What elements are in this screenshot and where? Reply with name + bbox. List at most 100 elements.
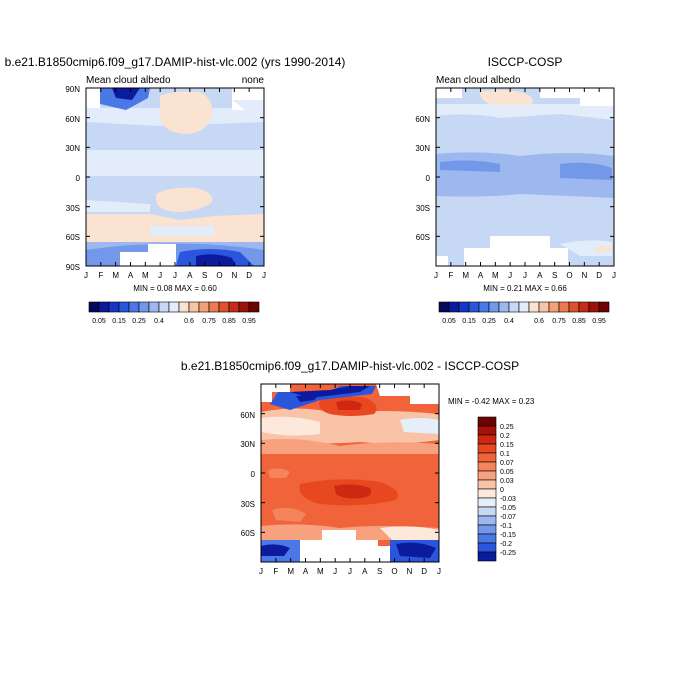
colorbar-swatch [508, 301, 520, 313]
xtick-label: J [262, 271, 266, 280]
ytick-label: 60N [415, 115, 430, 124]
xtick-label: S [377, 567, 382, 576]
xtick-label: A [537, 271, 543, 280]
xtick-label: J [333, 567, 337, 576]
colorbar-label: -0.05 [500, 505, 516, 512]
ytick-label: 30S [241, 500, 255, 509]
xtick-label: A [187, 271, 193, 280]
xtick-label: F [448, 271, 453, 280]
colorbar-label: -0.03 [500, 496, 516, 503]
colorbar-swatch [477, 470, 497, 481]
ytick-label: 60S [66, 233, 80, 242]
xtick-label: N [406, 567, 412, 576]
colorbar-label: -0.1 [500, 523, 512, 530]
missing-data [86, 88, 100, 108]
colorbar-label: 0.6 [534, 318, 544, 325]
xtick-label: J [173, 271, 177, 280]
xtick-label: F [273, 567, 278, 576]
colorbar-swatch [578, 301, 590, 313]
diff-y-axis: 60N 30N 0 30S 60S [240, 411, 255, 538]
colorbar-swatch [438, 301, 450, 313]
colorbar-label: 0 [500, 487, 504, 494]
xtick-label: J [612, 271, 616, 280]
xtick-label: J [348, 567, 352, 576]
field-region [560, 162, 612, 180]
colorbar-model: 0.05 0.15 0.25 0.4 0.6 0.75 0.85 0.95 [88, 301, 260, 325]
xtick-label: M [462, 271, 469, 280]
colorbar-swatch [477, 506, 497, 517]
missing-data [464, 236, 568, 266]
ytick-label: 30S [416, 204, 430, 213]
field-region [150, 226, 214, 236]
colorbar-swatch [158, 301, 170, 313]
panel-model-units-label: none [242, 75, 265, 86]
ytick-label: 30S [66, 204, 80, 213]
colorbar-swatch [488, 301, 500, 313]
field-region [86, 150, 264, 176]
colorbar-swatch [477, 515, 497, 526]
colorbar-swatch [98, 301, 110, 313]
colorbar-label: 0.1 [500, 451, 510, 458]
panel-diff-field [260, 383, 440, 563]
model-y-axis: 90N 60N 30N 0 30S 60S 90S [65, 85, 80, 272]
field-region [440, 160, 500, 172]
panel-model-stats: MIN = 0.08 MAX = 0.60 [133, 284, 217, 293]
colorbar-label: 0.75 [202, 318, 216, 325]
colorbar-swatch [178, 301, 190, 313]
colorbar-swatch [448, 301, 460, 313]
colorbar-obs: 0.05 0.15 0.25 0.4 0.6 0.75 0.85 0.95 [438, 301, 610, 325]
missing-data [540, 88, 614, 106]
field-region [560, 240, 612, 256]
field-region [436, 204, 614, 214]
panel-obs-variable-label: Mean cloud albedo [436, 75, 521, 86]
colorbar-label: -0.07 [500, 514, 516, 521]
colorbar-swatch [477, 488, 497, 499]
missing-data [261, 384, 290, 402]
colorbar-label: 0.05 [442, 318, 456, 325]
xtick-label: A [362, 567, 368, 576]
colorbar-swatch [477, 479, 497, 490]
colorbar-label: 0.2 [500, 433, 510, 440]
colorbar-swatch [458, 301, 470, 313]
colorbar-label: -0.15 [500, 532, 516, 539]
colorbar-swatch [477, 425, 497, 436]
xtick-label: N [231, 271, 237, 280]
xtick-label: J [437, 567, 441, 576]
xtick-label: O [391, 567, 397, 576]
panel-diff-title: b.e21.B1850cmip6.f09_g17.DAMIP-hist-vlc.… [181, 359, 519, 373]
colorbar-swatch [188, 301, 200, 313]
missing-data [120, 244, 176, 266]
field-region [86, 200, 150, 212]
missing-data [376, 384, 439, 404]
colorbar-swatch [518, 301, 530, 313]
colorbar-swatch [477, 533, 497, 544]
xtick-label: D [596, 271, 602, 280]
colorbar-swatch [477, 452, 497, 463]
xtick-label: J [434, 271, 438, 280]
field-region [334, 484, 371, 499]
field-region [396, 542, 436, 558]
panel-model-variable-label: Mean cloud albedo [86, 75, 171, 86]
xtick-label: J [259, 567, 263, 576]
xtick-label: S [552, 271, 557, 280]
colorbar-diff: 0.25 0.2 0.15 0.1 0.07 0.05 0.03 0 -0.03 -0.05 -0.… [477, 416, 516, 562]
field-region [436, 114, 614, 128]
xtick-label: M [317, 567, 324, 576]
ytick-label: 0 [251, 470, 256, 479]
missing-data [436, 256, 448, 266]
field-region [196, 254, 236, 266]
xtick-label: S [202, 271, 207, 280]
colorbar-swatch [148, 301, 160, 313]
field-region [596, 246, 612, 252]
colorbar-label: 0.25 [132, 318, 146, 325]
colorbar-swatch [238, 301, 250, 313]
colorbar-swatch [108, 301, 120, 313]
colorbar-label: 0.05 [92, 318, 106, 325]
panel-obs-title: ISCCP-COSP [488, 55, 563, 69]
colorbar-swatch [128, 301, 140, 313]
colorbar-label: -0.2 [500, 541, 512, 548]
colorbar-label: 0.95 [592, 318, 606, 325]
